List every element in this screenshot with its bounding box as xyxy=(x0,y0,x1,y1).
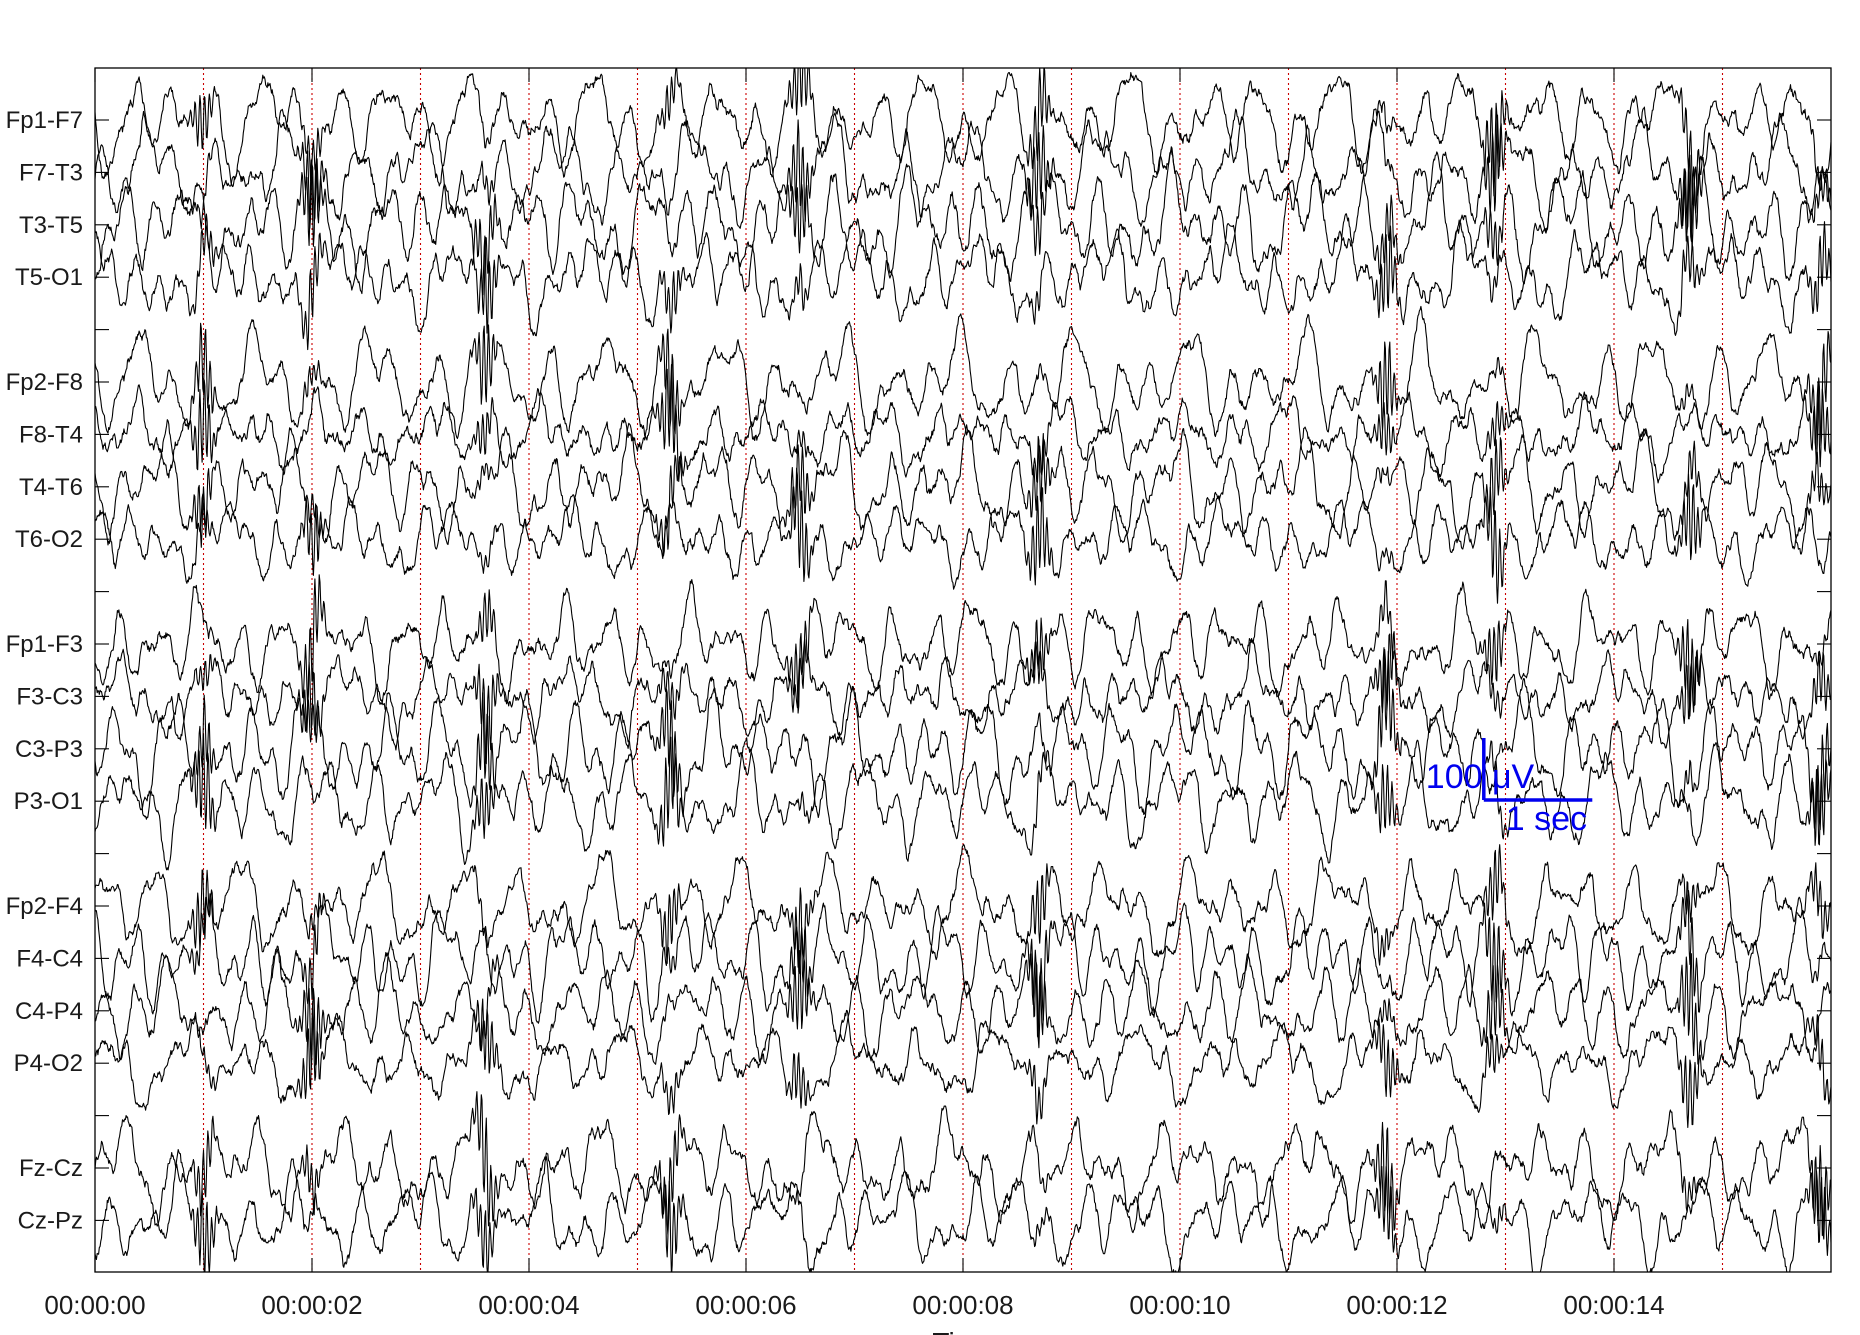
channel-label-c3-p3: C3-P3 xyxy=(15,736,83,763)
trace-p3-o1 xyxy=(95,731,1831,871)
channel-labels: Fp1-F7 F7-T3 T3-T5 T5-O1 Fp2-F8 F8-T4 T4-T6 T6-… xyxy=(6,107,83,1234)
channel-label-fz-cz: Fz-Cz xyxy=(19,1155,83,1182)
channel-label-p3-o1: P3-O1 xyxy=(14,788,83,815)
x-tick-label-3: 00:00:06 xyxy=(695,1290,796,1320)
trace-fz-cz xyxy=(95,1091,1831,1243)
channel-label-t5-o1: T5-O1 xyxy=(15,264,83,291)
x-tick-label-0: 00:00:00 xyxy=(44,1290,145,1320)
channel-label-t4-t6: T4-T6 xyxy=(19,474,83,501)
eeg-traces xyxy=(95,68,1831,1272)
trace-cz-pz xyxy=(95,1145,1831,1272)
channel-label-f3-c3: F3-C3 xyxy=(16,683,83,710)
trace-fp2-f8 xyxy=(95,305,1831,465)
trace-t5-o1 xyxy=(95,213,1831,351)
channel-label-f7-t3: F7-T3 xyxy=(19,159,83,186)
x-tick-label-1: 00:00:02 xyxy=(261,1290,362,1320)
channel-label-t3-t5: T3-T5 xyxy=(19,212,83,239)
scale-bar-time-label: 1 sec xyxy=(1506,800,1587,838)
trace-f4-c4 xyxy=(95,881,1831,1049)
x-tick-label-4: 00:00:08 xyxy=(912,1290,1013,1320)
trace-c3-p3 xyxy=(95,647,1831,846)
trace-fp1-f3 xyxy=(95,574,1831,717)
axis-ticks xyxy=(94,68,1831,1272)
trace-fp2-f4 xyxy=(95,843,1831,974)
trace-c4-p4 xyxy=(95,948,1831,1070)
channel-label-fp2-f8: Fp2-F8 xyxy=(6,369,83,396)
x-axis-title: Time xyxy=(932,1327,993,1335)
trace-t4-t6 xyxy=(95,419,1831,557)
scale-bar-amplitude-label: 100 μV xyxy=(1426,758,1535,796)
trace-t6-o2 xyxy=(95,466,1831,604)
x-tick-labels: 00:00:00 00:00:02 00:00:04 00:00:06 00:00:08… xyxy=(44,1290,1664,1320)
trace-f3-c3 xyxy=(95,631,1831,765)
channel-label-cz-pz: Cz-Pz xyxy=(18,1207,83,1234)
channel-label-p4-o2: P4-O2 xyxy=(14,1050,83,1077)
channel-label-t6-o2: T6-O2 xyxy=(15,526,83,553)
scale-bar: 100 μV 1 sec xyxy=(1426,738,1593,838)
x-tick-label-2: 00:00:04 xyxy=(478,1290,579,1320)
channel-label-f4-c4: F4-C4 xyxy=(16,945,83,972)
trace-fp1-f7 xyxy=(95,68,1831,216)
channel-label-fp1-f3: Fp1-F3 xyxy=(6,631,83,658)
trace-f8-t4 xyxy=(95,364,1831,484)
x-tick-label-7: 00:00:14 xyxy=(1563,1290,1664,1320)
channel-label-f8-t4: F8-T4 xyxy=(19,421,83,448)
x-tick-label-6: 00:00:12 xyxy=(1346,1290,1447,1320)
trace-f7-t3 xyxy=(95,102,1831,251)
channel-label-c4-p4: C4-P4 xyxy=(15,998,83,1025)
trace-t3-t5 xyxy=(95,146,1831,316)
x-tick-label-5: 00:00:10 xyxy=(1129,1290,1230,1320)
channel-label-fp1-f7: Fp1-F7 xyxy=(6,107,83,134)
channel-label-fp2-f4: Fp2-F4 xyxy=(6,893,83,920)
trace-p4-o2 xyxy=(95,998,1831,1129)
